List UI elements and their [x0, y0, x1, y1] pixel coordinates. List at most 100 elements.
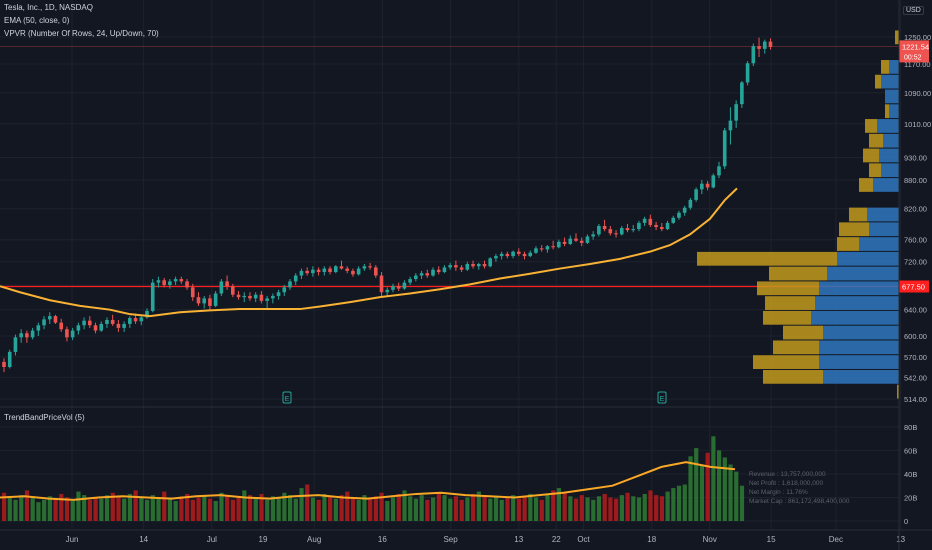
price-tick-label: 760.00 — [904, 236, 927, 245]
volume-bar — [219, 492, 224, 521]
time-tick-label: Jun — [66, 535, 79, 544]
candle-body — [591, 234, 595, 237]
volume-bar — [396, 493, 401, 521]
candle-body — [271, 295, 275, 299]
candle-body — [619, 228, 624, 235]
time-tick-label: Aug — [307, 535, 321, 544]
candle-body — [253, 294, 258, 299]
candle-body — [116, 323, 121, 328]
volume-bar — [259, 493, 264, 521]
candle-body — [734, 104, 738, 121]
vp-up-bar — [879, 148, 899, 163]
vp-up-bar — [889, 104, 899, 119]
vp-down-bar — [773, 340, 819, 355]
currency-button[interactable]: USD — [903, 6, 924, 15]
vp-down-bar — [765, 296, 815, 310]
candle-body — [579, 240, 584, 243]
volume-bar — [345, 491, 350, 521]
candle-body — [762, 41, 767, 49]
candle-body — [568, 238, 573, 244]
vp-up-bar — [883, 133, 899, 148]
volume-bar — [636, 497, 642, 521]
candle-body — [722, 130, 727, 167]
volume-indicator-legend[interactable]: TrendBandPriceVol (5) — [4, 413, 85, 422]
candle-body — [65, 329, 69, 338]
time-tick-label: 19 — [259, 535, 268, 544]
time-tick-label: 13 — [514, 535, 523, 544]
time-tick-label: 15 — [767, 535, 776, 544]
vp-down-bar — [885, 104, 889, 119]
candle-body — [293, 275, 298, 282]
candle-body — [70, 330, 75, 338]
volume-bar — [390, 497, 396, 521]
vp-down-bar — [757, 281, 819, 296]
volume-tick-label: 60B — [904, 446, 917, 455]
volume-bar — [167, 497, 173, 521]
earnings-marker-label: E — [660, 396, 665, 403]
volume-bar — [614, 498, 619, 521]
time-tick-label: Jul — [207, 535, 217, 544]
volume-tick-label: 80B — [904, 423, 917, 432]
candle-body — [47, 316, 52, 320]
price-tick-label: 930.00 — [904, 153, 927, 162]
volume-bar — [516, 498, 521, 521]
vp-down-bar — [839, 222, 869, 237]
volume-bar — [528, 493, 533, 521]
volume-bar — [436, 492, 441, 521]
volume-bar — [7, 496, 12, 521]
vp-up-bar — [873, 178, 899, 192]
candle-body — [88, 320, 92, 326]
candle-body — [660, 227, 664, 230]
volume-bar — [368, 498, 373, 521]
candle-body — [534, 248, 538, 253]
candle-body — [448, 265, 452, 268]
volume-bar — [139, 497, 144, 521]
earnings-marker — [282, 391, 292, 404]
hline-price-tag — [899, 280, 929, 293]
candle-body — [190, 287, 195, 298]
volume-bar — [76, 491, 81, 521]
ema-legend[interactable]: EMA (50, close, 0) — [4, 16, 70, 25]
volume-bar — [310, 497, 316, 521]
net-profit-text: Net Profit : 1,618,000,000 — [749, 480, 824, 487]
candle-body — [374, 267, 378, 276]
volume-bar — [379, 492, 384, 521]
candle-body — [213, 293, 218, 306]
candle-body — [768, 41, 773, 47]
price-tick-label: 720.00 — [904, 258, 927, 267]
vp-up-bar — [819, 355, 899, 369]
vp-down-bar — [769, 266, 827, 281]
candle-body — [362, 266, 367, 269]
volume-bar — [156, 498, 161, 521]
time-tick-label: Nov — [703, 535, 717, 544]
hline-price-text: 677.50 — [902, 282, 925, 291]
vp-down-bar — [837, 237, 859, 251]
volume-bar — [608, 497, 613, 521]
volume-bar — [70, 501, 75, 521]
candle-body — [545, 246, 550, 250]
vp-down-bar — [783, 325, 823, 340]
vp-down-bar — [763, 310, 811, 325]
volume-bar — [190, 499, 195, 521]
vp-down-bar — [753, 355, 819, 369]
volume-bar — [556, 488, 562, 521]
candle-body — [13, 337, 18, 352]
vp-down-bar — [897, 384, 899, 399]
candle-body — [7, 351, 12, 368]
symbol-legend[interactable]: Tesla, Inc., 1D, NASDAQ — [4, 3, 93, 12]
candle-body — [436, 269, 441, 273]
candle-body — [471, 263, 475, 267]
volume-bar — [242, 490, 247, 521]
volume-bar — [19, 495, 24, 521]
volume-bar — [305, 484, 310, 521]
volume-bar — [99, 498, 104, 521]
price-tick-label: 1090.00 — [904, 89, 931, 98]
volume-bar — [316, 499, 321, 521]
time-tick-label: 18 — [647, 535, 656, 544]
volume-bar — [122, 498, 127, 521]
volume-bar — [591, 499, 596, 521]
vpvr-legend[interactable]: VPVR (Number Of Rows, 24, Up/Down, 70) — [4, 29, 159, 38]
price-tick-label: 570.00 — [904, 353, 927, 362]
